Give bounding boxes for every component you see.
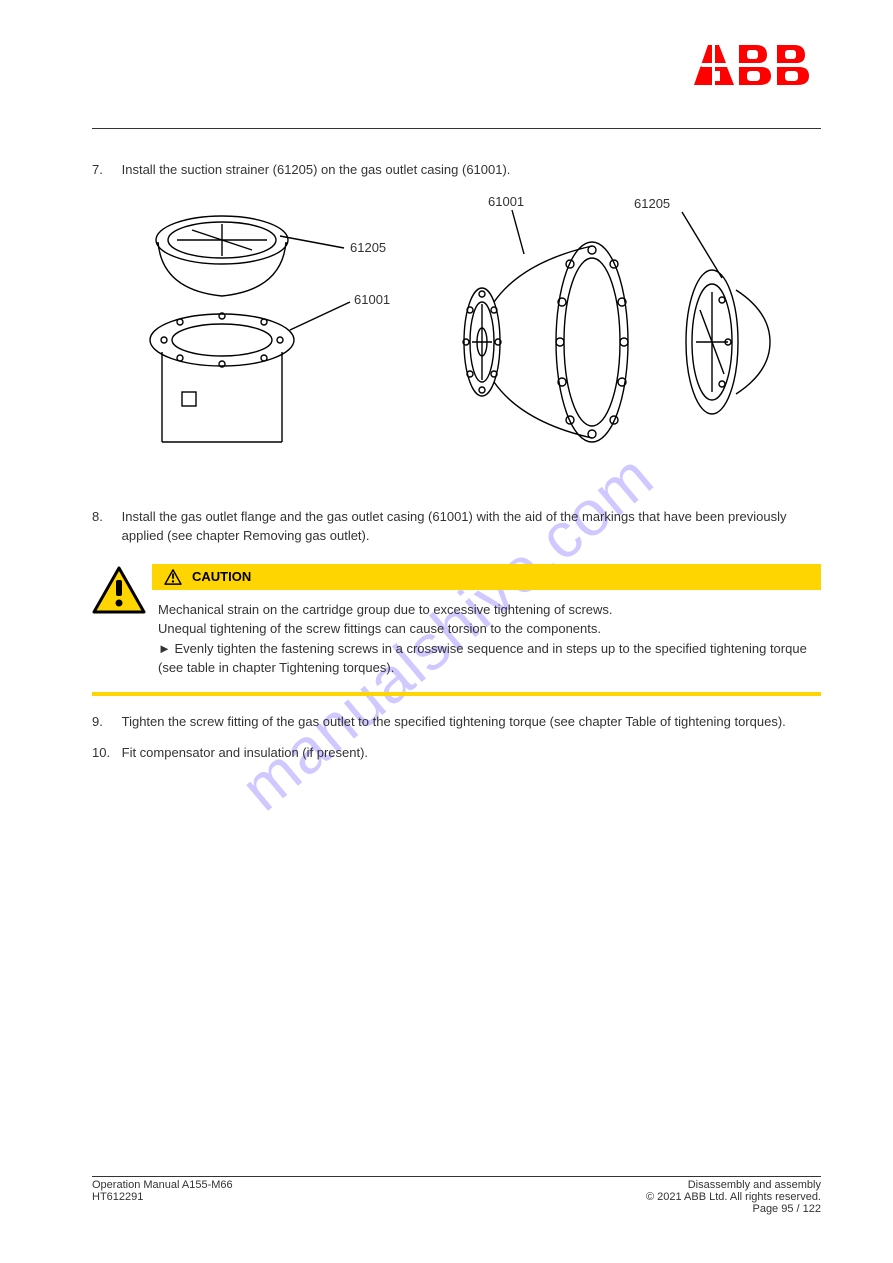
abb-logo xyxy=(691,40,821,95)
caution-text: Mechanical strain on the cartridge group… xyxy=(152,590,821,692)
caution-bar: CAUTION xyxy=(152,564,821,590)
abb-logo-svg xyxy=(691,40,821,90)
step-10: 10. Fit compensator and insulation (if p… xyxy=(92,743,821,763)
footer: Operation Manual A155-M66 HT612291 Disas… xyxy=(92,1179,821,1215)
caution-label: CAUTION xyxy=(192,569,251,584)
step-8: 8. Install the gas outlet flange and the… xyxy=(92,507,821,546)
content-area: 7. Install the suction strainer (61205) … xyxy=(92,160,821,775)
step-7: 7. Install the suction strainer (61205) … xyxy=(92,160,821,180)
step-body: Install the suction strainer (61205) on … xyxy=(122,160,821,180)
step-number: 7. xyxy=(92,160,118,180)
page: manualshive.com 7. Install the suction s… xyxy=(0,0,893,1263)
step-number: 9. xyxy=(92,712,118,732)
step-body: Tighten the screw fitting of the gas out… xyxy=(122,712,821,732)
footer-left: Operation Manual A155-M66 HT612291 xyxy=(92,1179,233,1215)
step-9: 9. Tighten the screw fitting of the gas … xyxy=(92,712,821,732)
assembly-diagram: 61205 61001 xyxy=(122,192,782,492)
footer-rule xyxy=(92,1176,821,1177)
footer-doc-title: Operation Manual A155-M66 xyxy=(92,1179,233,1191)
figure-label-61205-right: 61205 xyxy=(634,196,670,211)
step-number: 8. xyxy=(92,507,118,527)
footer-right: Disassembly and assembly © 2021 ABB Ltd.… xyxy=(646,1179,821,1215)
caution-block: CAUTION Mechanical strain on the cartrid… xyxy=(92,564,821,696)
figure-label-61205-left: 61205 xyxy=(350,240,386,255)
warning-icon-small xyxy=(164,569,182,585)
footer-doc-id: HT612291 xyxy=(92,1191,233,1203)
figure: 61205 61001 xyxy=(122,192,821,497)
step-number: 10. xyxy=(92,743,118,763)
footer-page: Page 95 / 122 xyxy=(646,1203,821,1215)
step-body: Install the gas outlet flange and the ga… xyxy=(122,507,821,546)
header-rule xyxy=(92,128,821,129)
footer-section: Disassembly and assembly xyxy=(646,1179,821,1191)
step-body: Fit compensator and insulation (if prese… xyxy=(122,743,821,763)
figure-label-61001-right: 61001 xyxy=(488,194,524,209)
warning-icon xyxy=(92,564,152,692)
figure-label-61001-left: 61001 xyxy=(354,292,390,307)
footer-copyright: © 2021 ABB Ltd. All rights reserved. xyxy=(646,1191,821,1203)
